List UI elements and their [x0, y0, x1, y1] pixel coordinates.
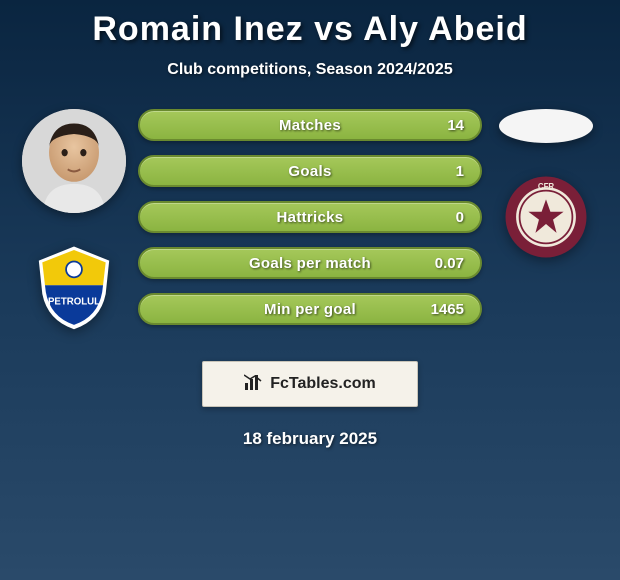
brand-text: FcTables.com	[270, 375, 376, 393]
stat-value: 1	[456, 163, 464, 180]
svg-text:CFR: CFR	[538, 182, 555, 191]
stat-value: 0	[456, 209, 464, 226]
left-column: PETROLUL	[20, 109, 128, 331]
page-title: Romain Inez vs Aly Abeid	[0, 10, 620, 49]
stat-bar-min-per-goal: Min per goal 1465	[138, 293, 482, 325]
stat-bar-hattricks: Hattricks 0	[138, 201, 482, 233]
date-text: 18 february 2025	[0, 429, 620, 449]
stat-value: 14	[447, 117, 464, 134]
comparison-card: Romain Inez vs Aly Abeid Club competitio…	[0, 0, 620, 459]
brand-badge: FcTables.com	[202, 361, 418, 407]
stat-bars: Matches 14 Goals 1 Hattricks 0 Goals per…	[138, 109, 482, 325]
stat-bar-goals: Goals 1	[138, 155, 482, 187]
stat-label: Min per goal	[264, 301, 356, 318]
stat-value: 1465	[431, 301, 464, 318]
stat-label: Goals	[288, 163, 331, 180]
stat-label: Hattricks	[277, 209, 344, 226]
svg-text:PETROLUL: PETROLUL	[48, 297, 100, 308]
stat-bar-matches: Matches 14	[138, 109, 482, 141]
subtitle: Club competitions, Season 2024/2025	[0, 61, 620, 79]
blank-avatar-icon	[499, 109, 593, 143]
player-photo-icon	[22, 109, 126, 213]
stat-label: Matches	[279, 117, 341, 134]
petrolul-crest-icon: PETROLUL	[30, 243, 118, 331]
stat-bar-goals-per-match: Goals per match 0.07	[138, 247, 482, 279]
cfr-crest-icon: CFR	[502, 173, 590, 261]
stats-layout: PETROLUL Matches 14 Goals 1 Hattricks 0 …	[0, 109, 620, 331]
chart-bars-icon	[244, 373, 264, 396]
right-column: CFR	[492, 109, 600, 261]
stat-label: Goals per match	[249, 255, 371, 272]
stat-value: 0.07	[435, 255, 464, 272]
